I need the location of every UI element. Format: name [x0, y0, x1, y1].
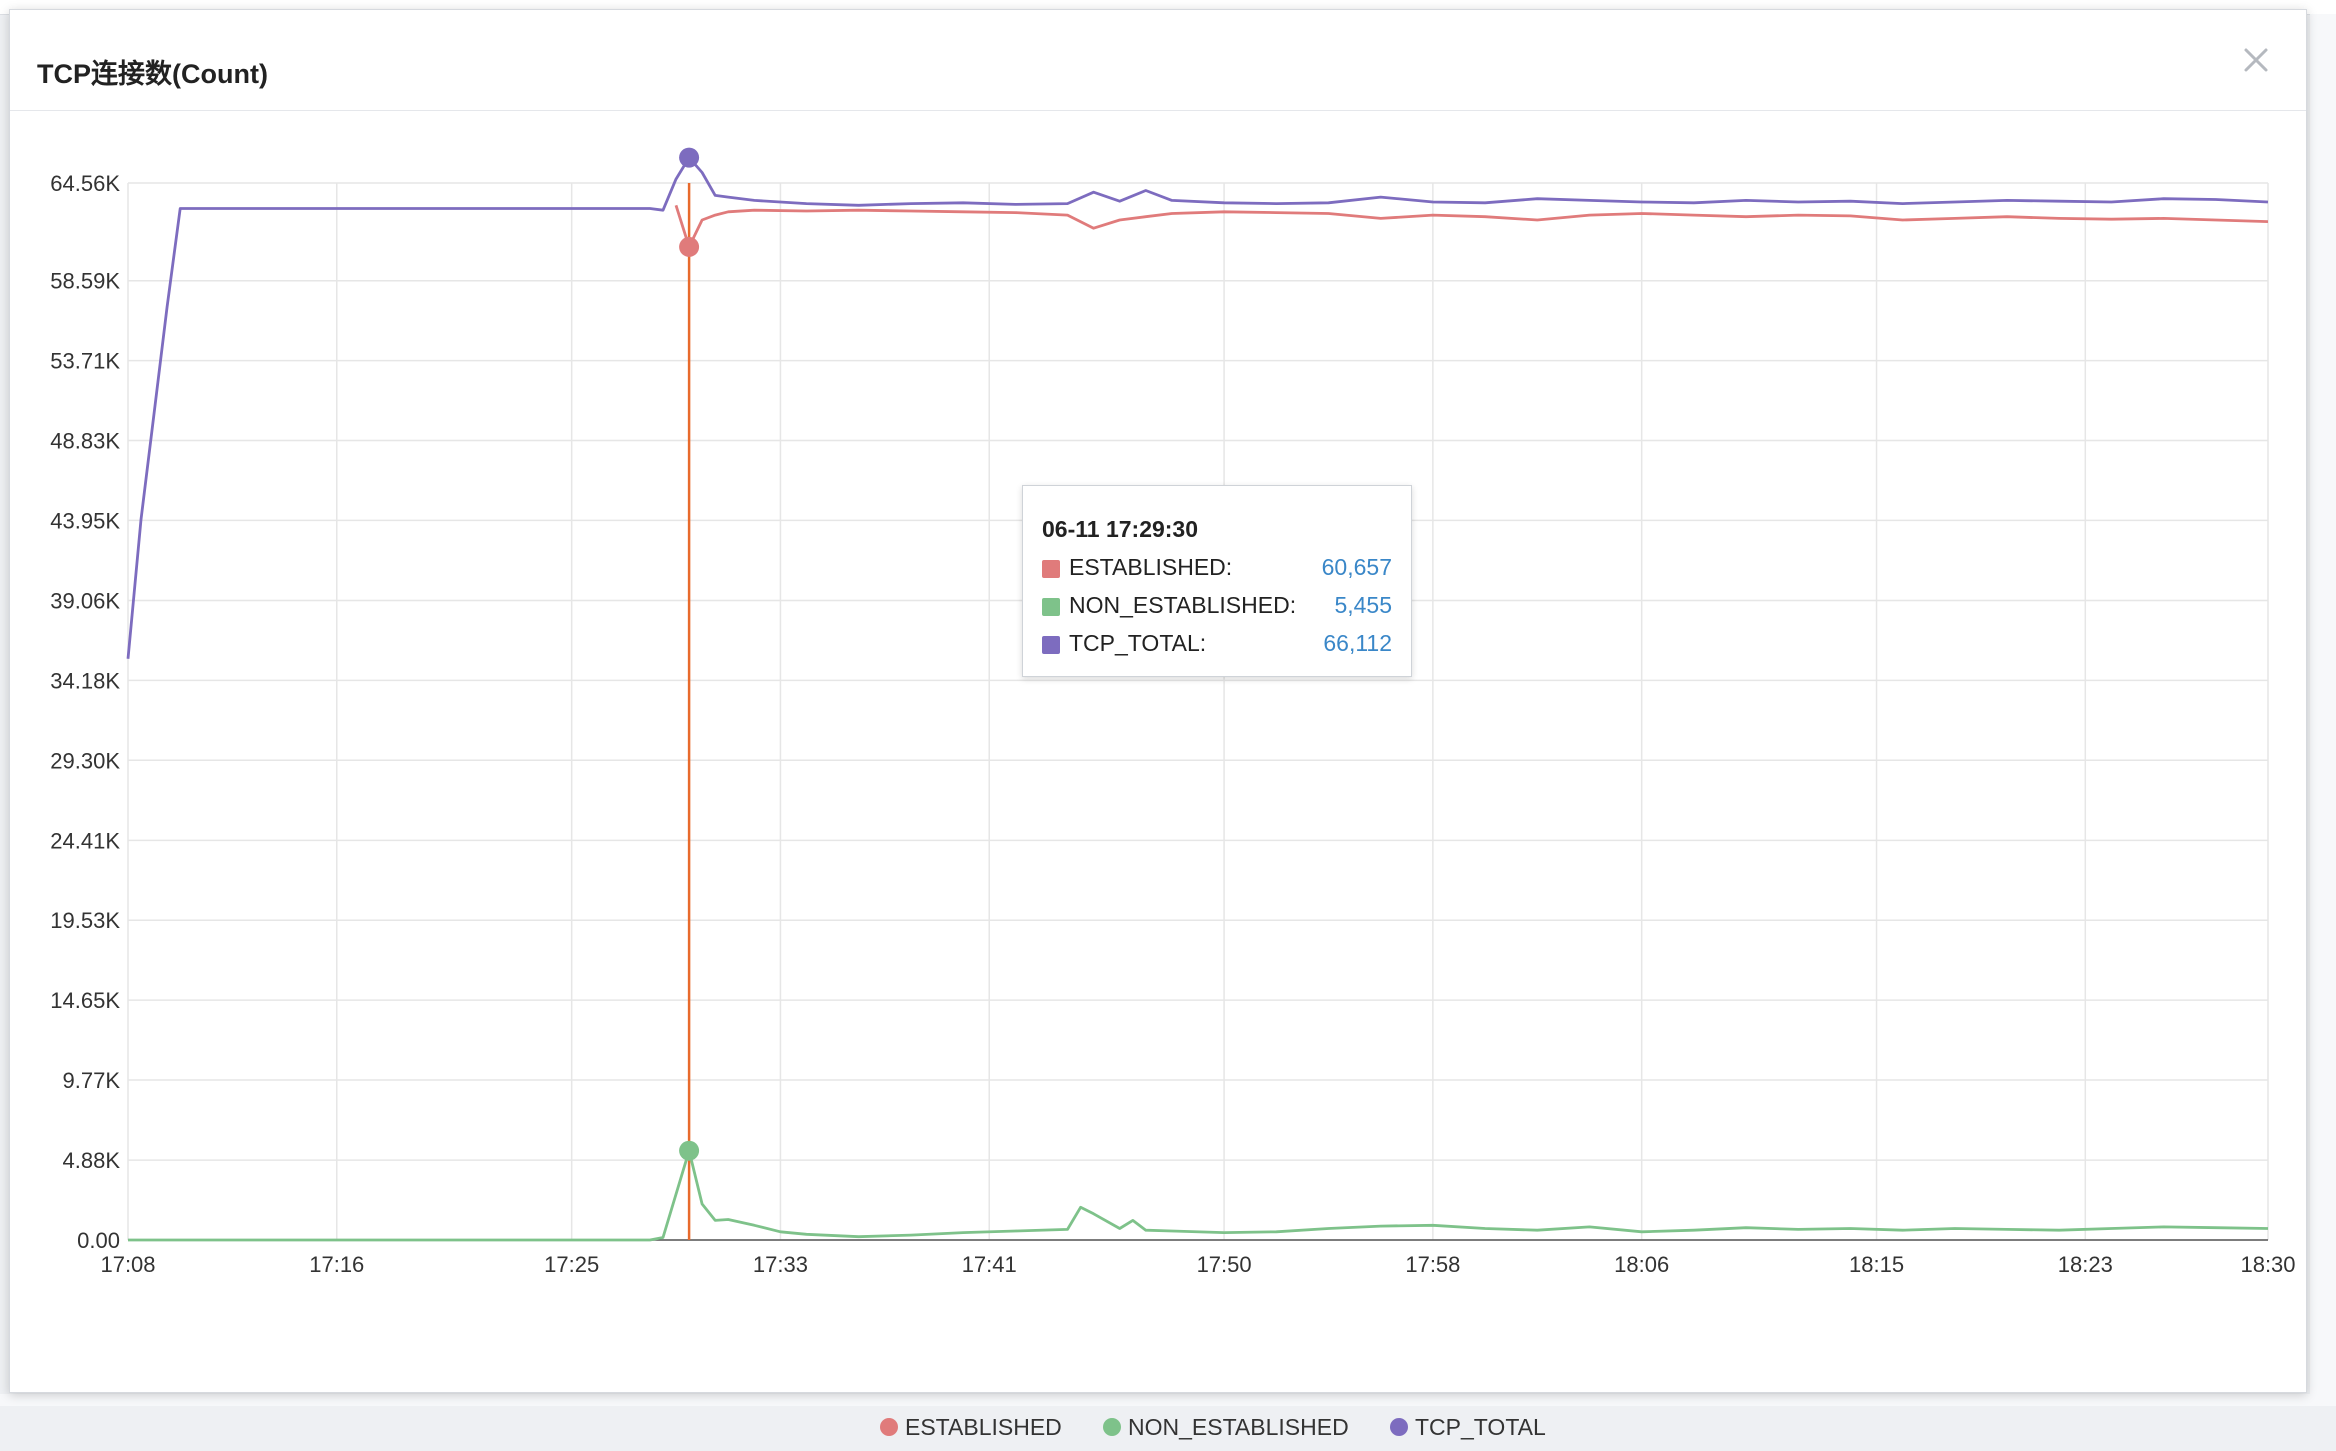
- grid-lines: [127, 182, 2269, 1241]
- tooltip-swatch: [1042, 636, 1060, 654]
- tooltip-swatch: [1042, 598, 1060, 616]
- y-tick-label: 43.95K: [50, 508, 120, 533]
- legend-dot: [1390, 1418, 1408, 1436]
- chart-area[interactable]: 0.00 4.88K 9.77K 14.65K 19.53K 24.41K 29.30K 34…: [10, 111, 2306, 1440]
- series-line-established: [674, 204, 2269, 249]
- y-axis-ticks: 0.00 4.88K 9.77K 14.65K 19.53K 24.41K 29.30K 34…: [50, 171, 120, 1253]
- legend-dot: [1103, 1418, 1121, 1436]
- y-tick-label: 19.53K: [50, 908, 120, 933]
- x-tick-label: 18:15: [1849, 1252, 1904, 1277]
- tooltip-value: 66,112: [1323, 630, 1392, 656]
- hover-markers: [679, 147, 700, 1240]
- y-tick-label: 24.41K: [50, 828, 120, 853]
- chart-legend: ESTABLISHED NON_ESTABLISHED TCP_TOTAL: [10, 1411, 2306, 1451]
- modal-title: TCP连接数(Count): [37, 59, 268, 89]
- legend-label: ESTABLISHED: [905, 1414, 1062, 1440]
- tooltip-value: 5,455: [1334, 592, 1392, 618]
- series-lines: [126, 156, 2269, 1242]
- chart-tooltip: 06-11 17:29:30 ESTABLISHED: 60,657 NON_E…: [1022, 485, 1412, 677]
- y-tick-label: 39.06K: [50, 588, 120, 613]
- chart-modal: TCP连接数(Count) 0.00 4.88K 9.77K 14.65K 19.53K…: [9, 9, 2307, 1440]
- tooltip-label: NON_ESTABLISHED:: [1069, 592, 1297, 618]
- y-tick-label: 53.71K: [50, 349, 120, 374]
- x-tick-label: 17:16: [309, 1252, 364, 1277]
- x-tick-label: 17:58: [1405, 1252, 1460, 1277]
- tooltip-row-established: ESTABLISHED: 60,657: [1042, 552, 1392, 582]
- tooltip-swatch: [1042, 560, 1060, 578]
- legend-label: NON_ESTABLISHED: [1128, 1414, 1349, 1440]
- tooltip-row-tcp-total: TCP_TOTAL: 66,112: [1042, 628, 1392, 658]
- series-line-tcp-total: [126, 156, 2269, 659]
- tooltip-value: 60,657: [1321, 554, 1392, 580]
- tooltip-label: ESTABLISHED:: [1069, 554, 1233, 580]
- y-tick-label: 4.88K: [63, 1148, 121, 1173]
- x-tick-label: 17:50: [1197, 1252, 1252, 1277]
- hover-point-tcp-total: [679, 147, 700, 168]
- x-tick-label: 18:23: [2058, 1252, 2113, 1277]
- legend-dot: [880, 1418, 898, 1436]
- close-icon: [2244, 48, 2268, 72]
- hover-point-non-established: [679, 1140, 700, 1161]
- x-tick-label: 18:30: [2240, 1252, 2295, 1277]
- x-tick-label: 17:08: [100, 1252, 155, 1277]
- y-tick-label: 0.00: [77, 1228, 120, 1253]
- y-tick-label: 29.30K: [50, 748, 120, 773]
- tooltip-row-non-established: NON_ESTABLISHED: 5,455: [1042, 590, 1392, 620]
- x-tick-label: 17:25: [544, 1252, 599, 1277]
- tooltip-time: 06-11 17:29:30: [1042, 516, 1199, 542]
- y-tick-label: 48.83K: [50, 429, 120, 454]
- tooltip-label: TCP_TOTAL:: [1069, 630, 1207, 656]
- x-tick-label: 17:41: [962, 1252, 1017, 1277]
- x-tick-label: 17:33: [753, 1252, 808, 1277]
- y-tick-label: 34.18K: [50, 668, 120, 693]
- series-line-non-established: [128, 1149, 2269, 1242]
- y-tick-label: 9.77K: [63, 1068, 121, 1093]
- y-tick-label: 64.56K: [50, 171, 120, 196]
- close-button[interactable]: [2236, 40, 2276, 80]
- y-tick-label: 14.65K: [50, 988, 120, 1013]
- background-page-edge: [2310, 14, 2336, 1406]
- legend-label: TCP_TOTAL: [1415, 1414, 1546, 1440]
- line-chart[interactable]: 0.00 4.88K 9.77K 14.65K 19.53K 24.41K 29.30K 34…: [10, 111, 2306, 1351]
- modal-header: TCP连接数(Count): [10, 10, 2306, 111]
- hover-point-established: [679, 236, 700, 257]
- background-page-bottom: [0, 1394, 2336, 1406]
- x-axis-ticks: 17:08 17:16 17:25 17:33 17:41 17:50 17:58 18:06…: [100, 1252, 2295, 1277]
- x-tick-label: 18:06: [1614, 1252, 1669, 1277]
- y-tick-label: 58.59K: [50, 269, 120, 294]
